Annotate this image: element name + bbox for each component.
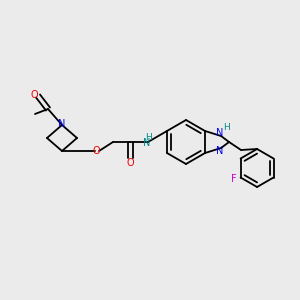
Text: N: N (143, 138, 151, 148)
Text: O: O (92, 146, 100, 156)
Text: N: N (216, 128, 224, 138)
Text: O: O (126, 158, 134, 168)
Text: N: N (58, 119, 66, 129)
Text: H: H (223, 122, 230, 131)
Text: O: O (30, 90, 38, 100)
Text: N: N (216, 146, 224, 156)
Text: F: F (231, 175, 236, 184)
Text: H: H (146, 133, 152, 142)
